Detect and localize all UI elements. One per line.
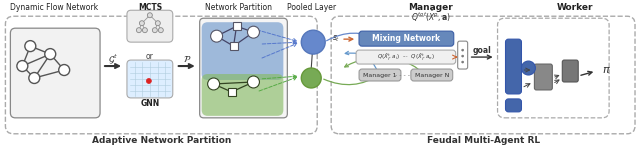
- Circle shape: [152, 28, 157, 33]
- Circle shape: [158, 28, 163, 33]
- Text: Adaptive Network Partition: Adaptive Network Partition: [92, 136, 232, 145]
- Circle shape: [461, 55, 463, 57]
- FancyBboxPatch shape: [202, 74, 284, 116]
- Text: Network Partition: Network Partition: [205, 3, 272, 12]
- Circle shape: [142, 28, 147, 33]
- FancyBboxPatch shape: [506, 99, 522, 112]
- Circle shape: [45, 49, 56, 60]
- FancyBboxPatch shape: [411, 69, 452, 81]
- Text: or: or: [146, 52, 154, 61]
- FancyBboxPatch shape: [359, 31, 454, 46]
- FancyBboxPatch shape: [127, 10, 173, 42]
- Text: MCTS: MCTS: [138, 3, 162, 12]
- Circle shape: [156, 21, 161, 26]
- Circle shape: [207, 78, 220, 90]
- Text: $s_t$: $s_t$: [332, 34, 340, 44]
- Text: Worker: Worker: [557, 3, 593, 12]
- Circle shape: [25, 41, 36, 52]
- Circle shape: [140, 21, 145, 26]
- Circle shape: [147, 13, 152, 18]
- Circle shape: [136, 28, 141, 33]
- FancyBboxPatch shape: [359, 69, 401, 81]
- Bar: [232, 22, 241, 30]
- Circle shape: [301, 68, 321, 88]
- Circle shape: [522, 61, 536, 75]
- FancyBboxPatch shape: [200, 18, 287, 118]
- Text: $\mathcal{P}$: $\mathcal{P}$: [182, 54, 191, 64]
- Bar: [228, 88, 236, 96]
- FancyBboxPatch shape: [202, 22, 284, 80]
- Circle shape: [29, 73, 40, 83]
- FancyBboxPatch shape: [506, 39, 522, 94]
- FancyBboxPatch shape: [356, 50, 456, 64]
- Circle shape: [248, 76, 259, 88]
- FancyBboxPatch shape: [534, 64, 552, 90]
- Text: Manager: Manager: [408, 3, 453, 12]
- Text: Manager 1: Manager 1: [364, 73, 397, 77]
- Circle shape: [461, 61, 463, 63]
- Text: $Q^{tot}(\hat{X}^p, \mathbf{a})$: $Q^{tot}(\hat{X}^p, \mathbf{a})$: [411, 8, 451, 24]
- Text: Manager N: Manager N: [415, 73, 449, 77]
- Text: GNN: GNN: [140, 99, 159, 108]
- FancyBboxPatch shape: [458, 41, 468, 69]
- Text: Feudal Multi-Agent RL: Feudal Multi-Agent RL: [427, 136, 540, 145]
- Text: - - - -: - - - -: [396, 73, 410, 77]
- Circle shape: [147, 79, 151, 83]
- FancyBboxPatch shape: [127, 60, 173, 98]
- Circle shape: [301, 30, 325, 54]
- Text: $Q(\hat{X}_i^t, a_i)$  ···  $Q(\hat{X}_i^t, a_n)$: $Q(\hat{X}_i^t, a_i)$ ··· $Q(\hat{X}_i^t…: [377, 51, 435, 63]
- Circle shape: [17, 61, 28, 71]
- FancyBboxPatch shape: [563, 60, 578, 82]
- Circle shape: [211, 30, 223, 42]
- Circle shape: [248, 26, 259, 38]
- Text: $\pi$: $\pi$: [602, 65, 611, 75]
- Text: Pooled Layer: Pooled Layer: [287, 3, 336, 12]
- Text: Dynamic Flow Network: Dynamic Flow Network: [10, 3, 99, 12]
- Circle shape: [59, 65, 70, 75]
- Bar: [230, 42, 237, 50]
- FancyBboxPatch shape: [10, 28, 100, 118]
- Circle shape: [461, 49, 463, 51]
- Text: Mixing Network: Mixing Network: [372, 34, 440, 43]
- Text: $\mathcal{G}^t$: $\mathcal{G}^t$: [108, 52, 118, 66]
- Text: goal: goal: [472, 46, 491, 55]
